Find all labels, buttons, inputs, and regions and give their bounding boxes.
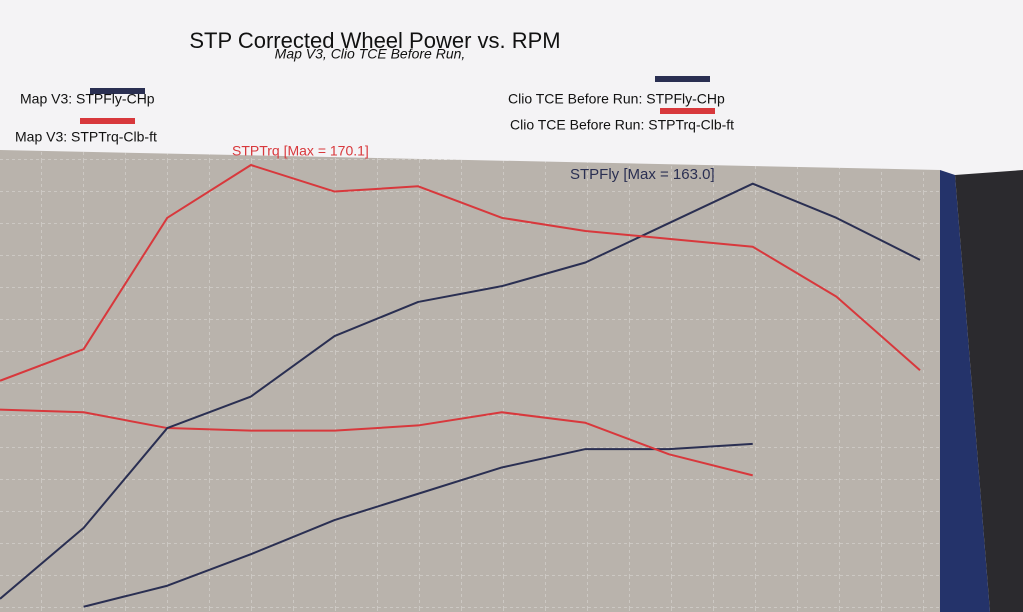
- chart-title: STP Corrected Wheel Power vs. RPM: [189, 28, 560, 53]
- chart-subtitle: Map V3, Clio TCE Before Run,: [275, 46, 466, 62]
- annotation: STPFly [Max = 163.0]: [570, 166, 715, 183]
- series-line: [0, 164, 921, 382]
- annotation: STPTrq [Max = 170.1]: [232, 143, 369, 159]
- legend-swatch: [660, 108, 715, 114]
- backdrop: [955, 170, 1023, 612]
- legend-label: Map V3: STPTrq-Clb-ft: [15, 129, 157, 145]
- edge: [940, 170, 990, 612]
- legend-swatch: [80, 118, 135, 124]
- legend-swatch: [655, 76, 710, 82]
- legend-label: Clio TCE Before Run: STPFly-CHp: [508, 91, 725, 107]
- series-line: [0, 182, 921, 600]
- legend-swatch: [90, 88, 145, 94]
- series-line: [0, 408, 753, 477]
- legend-label: Map V3: STPFly-CHp: [20, 91, 155, 107]
- grid: [0, 150, 940, 612]
- series-line: [83, 442, 753, 608]
- legend-label: Clio TCE Before Run: STPTrq-Clb-ft: [510, 117, 734, 133]
